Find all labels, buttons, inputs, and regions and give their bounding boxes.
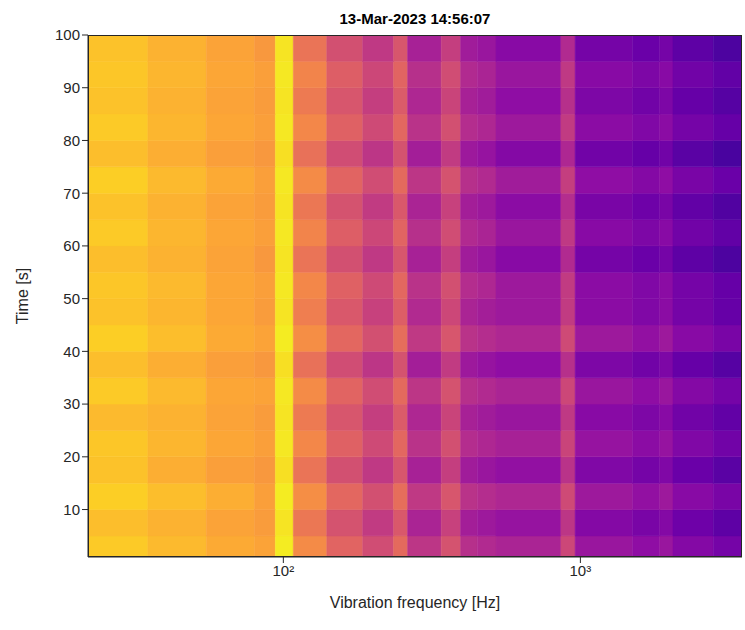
svg-text:40: 40 xyxy=(63,343,80,360)
svg-text:30: 30 xyxy=(63,395,80,412)
html-text:13-Mar-2023 14:56:07: 13-Mar-2023 14:56:07 xyxy=(339,10,491,27)
svg-text:50: 50 xyxy=(63,290,80,307)
svg-text:10²: 10² xyxy=(272,562,294,579)
svg-text:90: 90 xyxy=(63,79,80,96)
svg-text:100: 100 xyxy=(55,26,80,43)
svg-text:20: 20 xyxy=(63,448,80,465)
svg-text:Vibration frequency [Hz]: Vibration frequency [Hz] xyxy=(330,594,500,611)
svg-text:60: 60 xyxy=(63,237,80,254)
svg-text:10: 10 xyxy=(63,501,80,518)
svg-text:80: 80 xyxy=(63,132,80,149)
svg-text:Time [s]: Time [s] xyxy=(14,268,31,324)
svg-text:10³: 10³ xyxy=(570,562,592,579)
svg-text:70: 70 xyxy=(63,185,80,202)
